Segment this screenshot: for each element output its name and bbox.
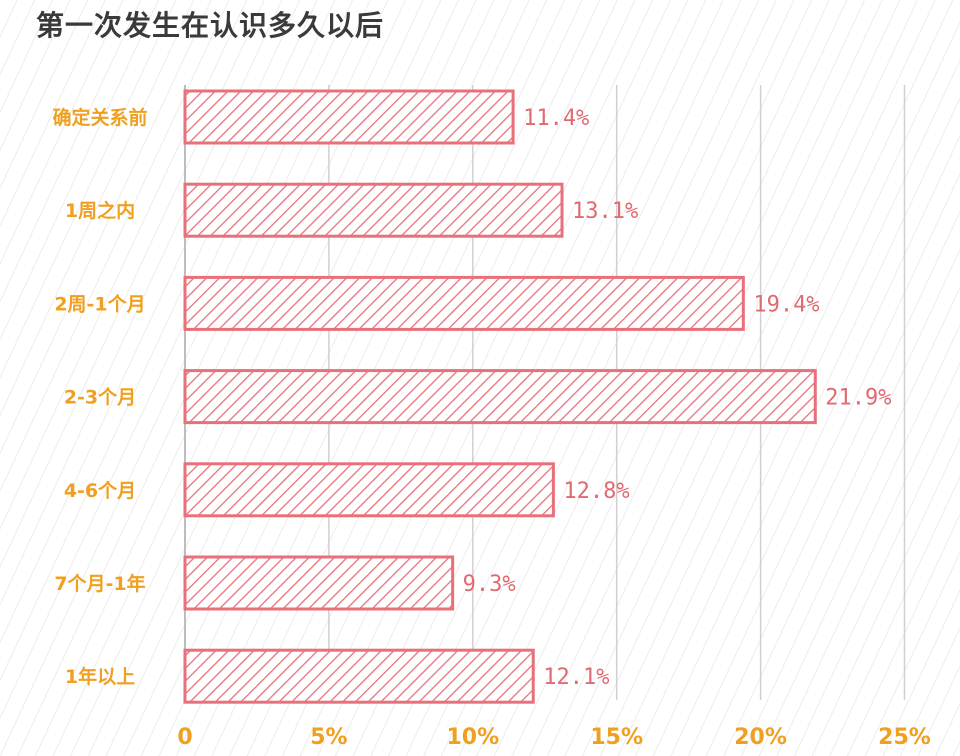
x-tick-label: 15% [590, 725, 643, 750]
value-label: 9.3% [463, 572, 516, 597]
category-label: 7个月-1年 [54, 572, 145, 595]
value-label: 12.1% [543, 665, 609, 690]
value-label: 13.1% [572, 199, 638, 224]
labels: 0 5% 10% 15% 20% 25% 确定关系前 11.4% 1周之内 13.1% 2周-1个月… [52, 106, 930, 750]
category-label: 4-6个月 [64, 480, 136, 502]
category-label: 2-3个月 [64, 387, 136, 409]
bar [183, 369, 817, 425]
value-label: 19.4% [753, 292, 819, 317]
x-tick-label: 20% [734, 725, 787, 750]
bar [183, 462, 555, 518]
bar [183, 648, 535, 704]
x-tick-label: 5% [310, 725, 347, 750]
x-tick-label: 25% [878, 725, 931, 750]
category-label: 1周之内 [65, 199, 135, 222]
category-label: 2周-1个月 [54, 293, 145, 315]
bar [183, 182, 564, 238]
x-tick-label: 10% [446, 725, 499, 750]
chart-title: 第一次发生在认识多久以后 [36, 9, 385, 42]
bars [183, 89, 817, 704]
x-tick-label: 0 [177, 725, 192, 750]
bar [183, 275, 745, 331]
category-label: 1年以上 [65, 665, 135, 688]
value-label: 11.4% [523, 106, 589, 131]
value-label: 21.9% [825, 386, 891, 411]
value-label: 12.8% [563, 479, 629, 504]
bar [183, 89, 515, 145]
category-label: 确定关系前 [52, 106, 147, 129]
bar [183, 555, 455, 611]
